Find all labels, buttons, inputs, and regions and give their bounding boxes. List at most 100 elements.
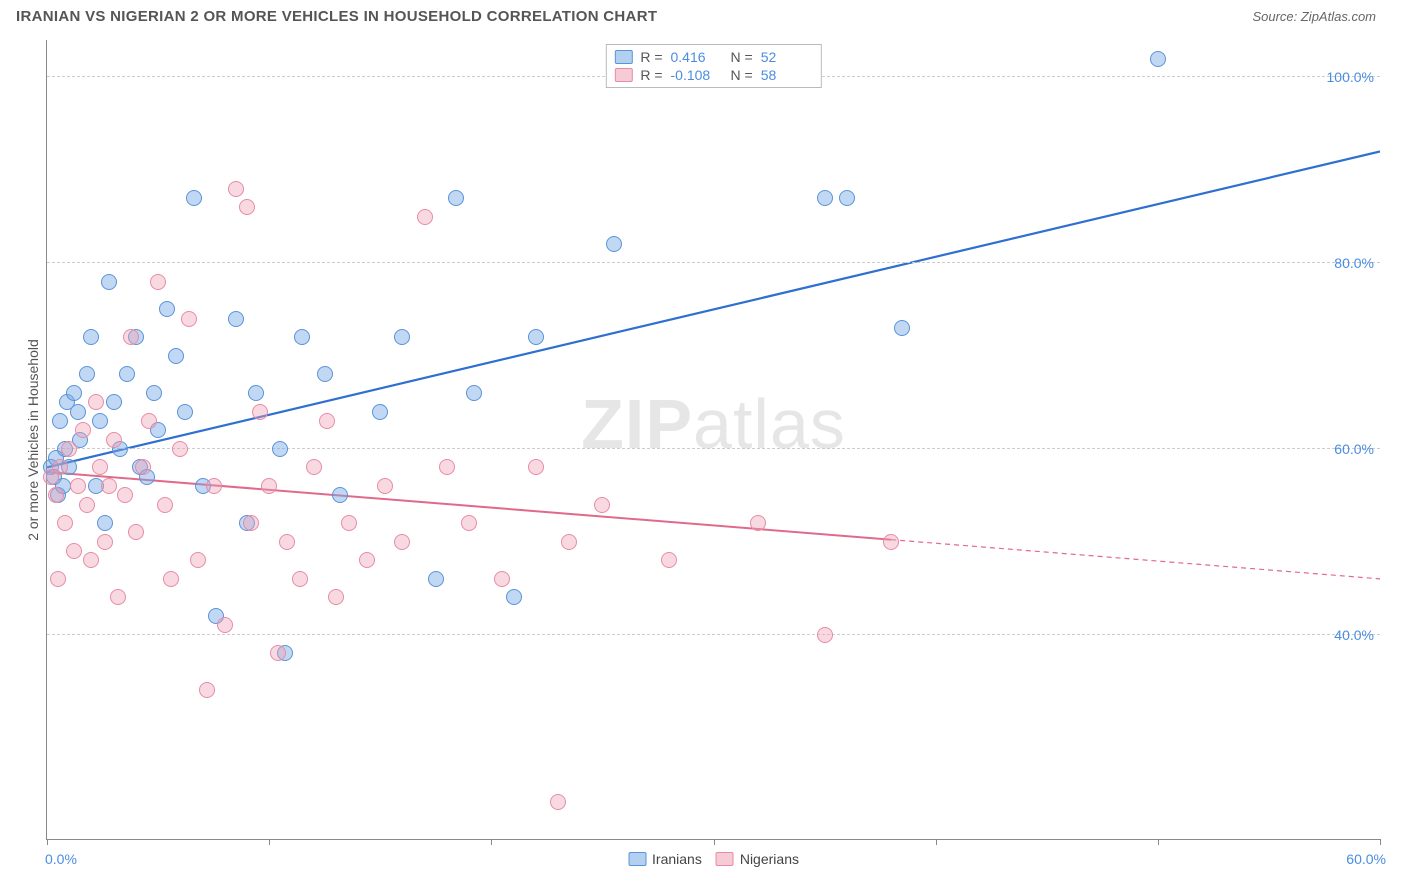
data-point	[550, 794, 566, 810]
x-tick	[1380, 839, 1381, 845]
data-point	[506, 589, 522, 605]
data-point	[117, 487, 133, 503]
data-point	[394, 534, 410, 550]
stat-label: N =	[731, 67, 753, 83]
data-point	[141, 413, 157, 429]
stat-value: -0.108	[671, 67, 723, 83]
data-point	[377, 478, 393, 494]
data-point	[594, 497, 610, 513]
chart-title: IRANIAN VS NIGERIAN 2 OR MORE VEHICLES I…	[16, 8, 657, 25]
data-point	[372, 404, 388, 420]
legend-stats-row: R = 0.416 N = 52	[614, 48, 812, 66]
y-tick-label: 40.0%	[1334, 627, 1374, 643]
data-point	[52, 413, 68, 429]
legend-item: Iranians	[628, 851, 702, 867]
data-point	[494, 571, 510, 587]
stat-value: 0.416	[671, 49, 723, 65]
data-point	[135, 459, 151, 475]
data-point	[228, 311, 244, 327]
gridline	[47, 262, 1380, 263]
data-point	[261, 478, 277, 494]
data-point	[394, 329, 410, 345]
data-point	[177, 404, 193, 420]
data-point	[66, 385, 82, 401]
data-point	[199, 682, 215, 698]
y-axis-title: 2 or more Vehicles in Household	[25, 339, 41, 541]
data-point	[83, 552, 99, 568]
data-point	[146, 385, 162, 401]
legend-stats: R = 0.416 N = 52 R = -0.108 N = 58	[605, 44, 821, 88]
data-point	[172, 441, 188, 457]
data-point	[359, 552, 375, 568]
stat-label: N =	[731, 49, 753, 65]
x-tick	[1158, 839, 1159, 845]
stat-value: 52	[761, 49, 813, 65]
data-point	[61, 441, 77, 457]
x-tick	[47, 839, 48, 845]
x-tick	[936, 839, 937, 845]
data-point	[97, 515, 113, 531]
swatch-icon	[614, 50, 632, 64]
data-point	[248, 385, 264, 401]
legend-stats-row: R = -0.108 N = 58	[614, 66, 812, 84]
data-point	[92, 413, 108, 429]
data-point	[123, 329, 139, 345]
data-point	[272, 441, 288, 457]
x-tick-label: 60.0%	[1346, 851, 1386, 867]
data-point	[159, 301, 175, 317]
data-point	[817, 627, 833, 643]
legend-label: Nigerians	[740, 851, 799, 867]
data-point	[157, 497, 173, 513]
data-point	[181, 311, 197, 327]
data-point	[341, 515, 357, 531]
data-point	[119, 366, 135, 382]
data-point	[168, 348, 184, 364]
data-point	[190, 552, 206, 568]
source-label: Source: ZipAtlas.com	[1252, 9, 1376, 24]
data-point	[88, 394, 104, 410]
legend-series: Iranians Nigerians	[628, 851, 799, 867]
header: IRANIAN VS NIGERIAN 2 OR MORE VEHICLES I…	[0, 0, 1406, 29]
data-point	[217, 617, 233, 633]
data-point	[439, 459, 455, 475]
data-point	[106, 394, 122, 410]
data-point	[466, 385, 482, 401]
data-point	[79, 366, 95, 382]
data-point	[128, 524, 144, 540]
swatch-icon	[614, 68, 632, 82]
data-point	[461, 515, 477, 531]
data-point	[294, 329, 310, 345]
legend-item: Nigerians	[716, 851, 799, 867]
data-point	[319, 413, 335, 429]
data-point	[243, 515, 259, 531]
data-point	[528, 459, 544, 475]
gridline	[47, 634, 1380, 635]
x-tick	[714, 839, 715, 845]
data-point	[50, 571, 66, 587]
data-point	[150, 274, 166, 290]
plot-area: 2 or more Vehicles in Household ZIPatlas…	[46, 40, 1380, 840]
x-tick-label: 0.0%	[45, 851, 77, 867]
x-tick	[269, 839, 270, 845]
data-point	[75, 422, 91, 438]
legend-label: Iranians	[652, 851, 702, 867]
data-point	[839, 190, 855, 206]
data-point	[817, 190, 833, 206]
stat-label: R =	[640, 67, 662, 83]
data-point	[332, 487, 348, 503]
data-point	[52, 459, 68, 475]
data-point	[317, 366, 333, 382]
data-point	[101, 274, 117, 290]
data-point	[279, 534, 295, 550]
watermark: ZIPatlas	[581, 384, 846, 464]
stat-value: 58	[761, 67, 813, 83]
data-point	[448, 190, 464, 206]
gridline	[47, 448, 1380, 449]
trend-lines	[47, 40, 1380, 839]
y-tick-label: 100.0%	[1327, 69, 1374, 85]
data-point	[66, 543, 82, 559]
data-point	[228, 181, 244, 197]
data-point	[57, 515, 73, 531]
swatch-icon	[628, 852, 646, 866]
data-point	[661, 552, 677, 568]
